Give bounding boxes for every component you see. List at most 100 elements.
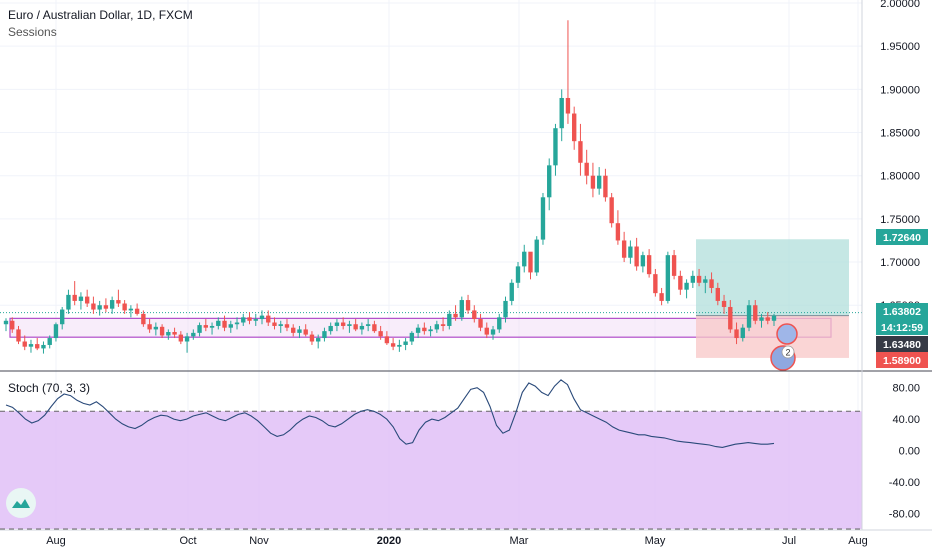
candle-body [122,303,127,311]
stoch-tick-label: 0.00 [899,446,920,458]
chart-title[interactable]: Euro / Australian Dollar, 1D, FXCM [8,8,193,22]
time-tick-label: Nov [249,535,269,547]
candle-body [422,327,427,332]
candle [378,325,383,340]
candle-body [272,322,277,326]
candle [222,315,227,332]
candle [53,322,59,342]
price-tag: 1.63480 [876,336,928,352]
candle-body [60,309,65,325]
candle [191,329,196,340]
candle [3,318,9,332]
candle-body [572,113,577,142]
candle [66,289,71,314]
candle [665,251,671,304]
candle [128,305,134,318]
candle-body [47,338,52,345]
candle-body [590,175,596,189]
candle [721,294,727,314]
candle [453,305,458,321]
candle [91,296,96,314]
candle-body [440,324,446,326]
candle-body [128,308,134,311]
price-tick-label: 2.00000 [880,0,920,10]
candle [540,192,546,245]
price-tag-text: 1.63480 [883,339,921,351]
candle [709,272,714,294]
candle-body [203,325,208,328]
candle [340,317,346,330]
candle [615,210,621,245]
candle [365,319,371,332]
stoch-tick-label: -40.00 [889,477,920,489]
candle-body [615,223,621,241]
candle [447,310,452,330]
candle [690,270,696,288]
time-tick-label: May [645,535,666,547]
candle-body [322,331,327,339]
candle-body [266,315,271,323]
candle-body [365,324,371,326]
candle [472,305,477,323]
candle-body [759,317,764,321]
candle-body [340,322,346,326]
candle-body [241,317,246,323]
indicator-label[interactable]: Stoch (70, 3, 3) [8,381,91,395]
candle-body [297,329,302,333]
candle [203,319,208,332]
candle-body [22,341,27,347]
candle [266,310,271,326]
price-tick-label: 1.75000 [880,214,920,226]
candle-body [353,324,358,330]
price-tick-label: 1.80000 [880,171,920,183]
candle-body [447,313,452,326]
candle [484,322,489,339]
candle [753,300,758,325]
candle-body [497,317,502,330]
candle-body [646,255,652,275]
candle-body [753,305,758,321]
candle [328,322,333,335]
price-tag-bg [876,336,928,352]
chart-subtitle[interactable]: Sessions [8,25,57,39]
candle [234,317,240,330]
candle-body [540,197,546,240]
time-axis[interactable]: Aug Oct Nov 2020 Mar May Jul Aug [46,535,868,547]
candle [141,310,146,327]
candle [422,322,427,335]
candle [172,327,177,339]
tradingview-logo[interactable] [6,488,36,518]
candle-body [503,300,508,318]
candle-body [403,341,408,345]
candle-body [84,296,90,304]
candle [272,317,277,330]
candle [497,313,502,333]
candle [216,317,221,330]
price-tag-text: 1.58900 [883,355,921,367]
candle-body [66,294,71,310]
candle-body [334,322,340,326]
candle-body [534,239,539,273]
candle [565,20,571,124]
candle [515,262,521,288]
time-tick-label: Jul [782,535,796,547]
candle-body [609,197,614,224]
candle-body [409,332,415,342]
badge-bubble [781,345,795,359]
candle-body [116,300,121,304]
time-tick-label: 2020 [377,535,401,547]
event-marker-icon[interactable] [776,323,798,345]
candle [116,289,121,307]
candle [147,319,152,333]
candle-body [659,293,664,301]
candle [10,317,15,333]
stoch-axis[interactable]: 80.00 40.00 0.00 -40.00 -80.00 [889,383,920,521]
candle [603,168,608,202]
candle-body [703,279,708,283]
candle-body [134,308,140,314]
candle [253,313,258,326]
candle-body [197,325,202,333]
candle [415,324,421,339]
price-axis[interactable]: 2.00000 1.95000 1.90000 1.85000 1.80000 1.750… [880,0,920,312]
candle [178,331,184,345]
